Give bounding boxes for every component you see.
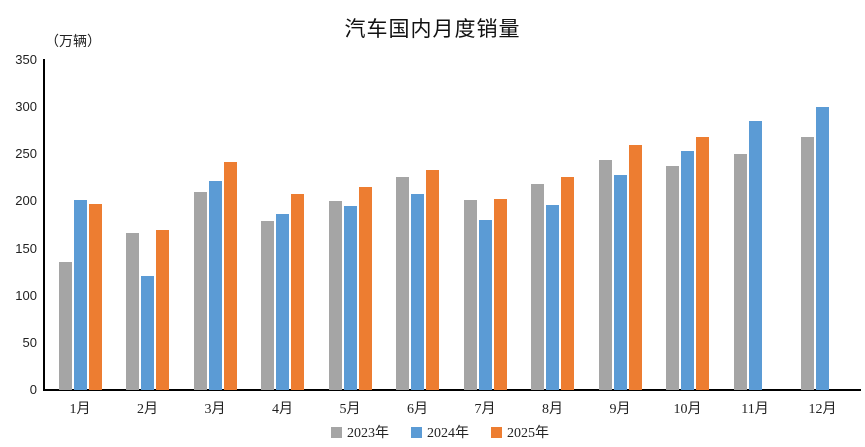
legend-item-2024年: 2024年 xyxy=(411,422,469,442)
x-tick-label: 1月 xyxy=(69,402,91,417)
x-tick-label: 7月 xyxy=(474,402,496,417)
x-tick-label: 10月 xyxy=(673,402,702,417)
bar-2023年-11月 xyxy=(733,154,747,390)
bar-2024年-6月 xyxy=(411,193,424,390)
bar-2023年-7月 xyxy=(463,200,477,390)
bar-2025年-1月 xyxy=(88,204,102,390)
bar-2024年-8月 xyxy=(546,205,559,390)
bar-2024年-5月 xyxy=(343,206,357,390)
y-tick-label: 350 xyxy=(15,52,37,67)
legend-label: 2025年 xyxy=(507,426,549,441)
bar-2025年-3月 xyxy=(223,161,237,390)
y-tick-label: 150 xyxy=(15,240,37,256)
y-tick-label: 250 xyxy=(15,146,37,162)
chart-title: 汽车国内月度销量 xyxy=(344,17,521,41)
y-axis-line xyxy=(43,59,45,391)
bar-2024年-2月 xyxy=(141,275,154,390)
bar-2024年-11月 xyxy=(748,121,762,390)
bar-2023年-12月 xyxy=(801,137,814,390)
legend-swatch-icon xyxy=(491,426,502,438)
bar-2023年-9月 xyxy=(598,159,612,390)
x-tick-label: 4月 xyxy=(272,402,293,417)
x-tick-label: 2月 xyxy=(137,402,158,417)
bar-2025年-2月 xyxy=(156,229,169,390)
bar-2025年-6月 xyxy=(426,170,439,390)
y-tick-label: 200 xyxy=(15,193,37,209)
bar-2025年-9月 xyxy=(628,144,642,390)
bar-2023年-5月 xyxy=(328,201,342,390)
legend-item-2025年: 2025年 xyxy=(491,422,549,442)
bar-2024年-4月 xyxy=(276,213,289,390)
bar-2024年-9月 xyxy=(613,175,627,390)
y-axis-unit-label: （万辆） xyxy=(45,35,101,50)
x-tick-label: 11月 xyxy=(741,402,769,417)
y-tick-label: 0 xyxy=(29,382,37,397)
x-tick-label: 5月 xyxy=(339,402,361,417)
bar-2023年-8月 xyxy=(531,183,544,390)
x-tick-label: 12月 xyxy=(808,402,837,417)
bar-2023年-1月 xyxy=(58,261,72,390)
bar-2023年-10月 xyxy=(666,165,679,390)
x-tick-label: 3月 xyxy=(204,402,226,417)
legend-label: 2024年 xyxy=(427,426,469,441)
x-tick-label: 9月 xyxy=(609,402,631,417)
bar-2025年-4月 xyxy=(291,193,304,390)
legend: 2023年 2024年 2025年 xyxy=(0,422,865,442)
bar-2025年-10月 xyxy=(696,137,709,390)
bar-2025年-8月 xyxy=(561,176,574,390)
bar-2023年-2月 xyxy=(126,233,139,390)
bar-2023年-6月 xyxy=(396,176,409,390)
bar-2023年-3月 xyxy=(193,192,207,390)
bar-2025年-7月 xyxy=(493,198,507,390)
bar-2023年-4月 xyxy=(261,221,274,390)
legend-swatch-icon xyxy=(411,426,422,438)
y-tick-label: 50 xyxy=(22,334,37,350)
x-axis-line xyxy=(43,389,861,391)
y-tick-label: 100 xyxy=(15,287,37,303)
legend-label: 2023年 xyxy=(347,426,389,441)
x-tick-label: 6月 xyxy=(407,402,428,417)
bar-2024年-7月 xyxy=(478,220,492,390)
x-tick-label: 8月 xyxy=(542,402,563,417)
legend-item-2023年: 2023年 xyxy=(331,422,389,442)
bar-2024年-12月 xyxy=(816,107,829,390)
bar-2024年-3月 xyxy=(208,180,222,390)
bar-2025年-5月 xyxy=(358,187,372,390)
legend-swatch-icon xyxy=(331,426,342,438)
bar-2024年-1月 xyxy=(73,200,87,390)
y-tick-label: 300 xyxy=(15,99,37,115)
bar-2024年-10月 xyxy=(681,151,694,390)
